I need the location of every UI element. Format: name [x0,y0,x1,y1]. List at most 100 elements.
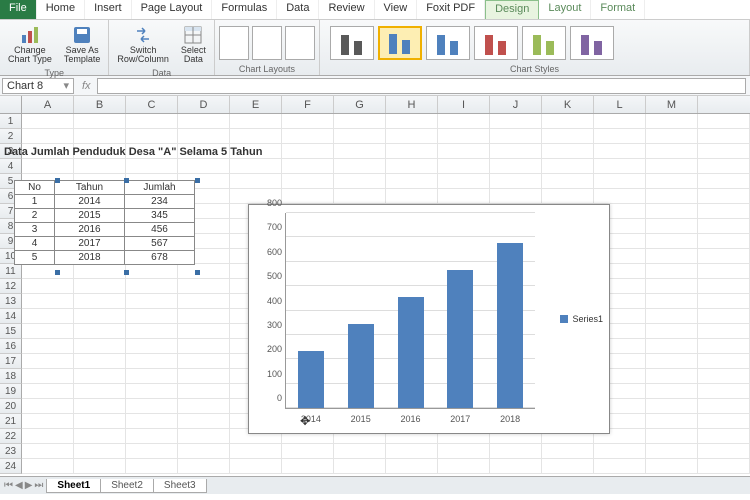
row-header-12[interactable]: 12 [0,279,22,294]
sheet-tab-sheet2[interactable]: Sheet2 [100,479,154,493]
data-table[interactable]: NoTahunJumlah 12014234220153453201645642… [14,180,195,265]
sheet-tab-sheet1[interactable]: Sheet1 [46,479,101,493]
row-header-23[interactable]: 23 [0,444,22,459]
row-header-16[interactable]: 16 [0,339,22,354]
col-header-B[interactable]: B [74,96,126,113]
embedded-chart[interactable]: 0100200300400500600700800201420152016201… [248,204,610,434]
row-header-11[interactable]: 11 [0,264,22,279]
sheet-tab-sheet3[interactable]: Sheet3 [153,479,207,493]
table-header[interactable]: Tahun [55,181,125,195]
chart-bar[interactable] [298,351,324,408]
col-header-C[interactable]: C [126,96,178,113]
chart-bar[interactable] [348,324,374,408]
row-header-19[interactable]: 19 [0,384,22,399]
table-cell[interactable]: 1 [15,195,55,209]
name-box[interactable]: Chart 8▾ [2,78,74,94]
table-cell[interactable]: 2014 [55,195,125,209]
chart-bar[interactable] [398,297,424,408]
chart-layout-3[interactable] [285,26,315,60]
chart-style-1[interactable] [330,26,374,60]
col-header-L[interactable]: L [594,96,646,113]
row-header-20[interactable]: 20 [0,399,22,414]
ribbon-tab-file[interactable]: File [0,0,37,19]
row-header-24[interactable]: 24 [0,459,22,474]
col-header-F[interactable]: F [282,96,334,113]
selection-handle[interactable] [195,270,200,275]
table-row[interactable]: 42017567 [15,237,195,251]
ribbon-tab-layout[interactable]: Layout [539,0,591,19]
select-data-button[interactable]: Select Data [177,22,210,67]
ribbon-tab-design[interactable]: Design [485,0,539,19]
chart-layout-2[interactable] [252,26,282,60]
row-header-13[interactable]: 13 [0,294,22,309]
ribbon-tab-home[interactable]: Home [37,0,85,19]
ribbon-tab-formulas[interactable]: Formulas [212,0,277,19]
chart-layout-1[interactable] [219,26,249,60]
col-header-M[interactable]: M [646,96,698,113]
table-row[interactable]: 52018678 [15,251,195,265]
table-cell[interactable]: 2017 [55,237,125,251]
chart-bar[interactable] [497,243,523,408]
row-header-21[interactable]: 21 [0,414,22,429]
table-cell[interactable]: 456 [125,223,195,237]
row-header-2[interactable]: 2 [0,129,22,144]
change-chart-type-button[interactable]: Change Chart Type [4,22,56,67]
table-cell[interactable]: 234 [125,195,195,209]
col-header-G[interactable]: G [334,96,386,113]
select-all-corner[interactable] [0,96,22,113]
selection-handle[interactable] [55,270,60,275]
chart-plot-area[interactable]: 0100200300400500600700800201420152016201… [285,213,535,409]
row-header-15[interactable]: 15 [0,324,22,339]
table-header[interactable]: Jumlah [125,181,195,195]
selection-handle[interactable] [124,270,129,275]
chart-legend[interactable]: Series1 [560,314,603,324]
row-header-4[interactable]: 4 [0,159,22,174]
chart-bar[interactable] [447,270,473,408]
chart-style-3[interactable] [426,26,470,60]
selection-handle[interactable] [55,178,60,183]
table-row[interactable]: 12014234 [15,195,195,209]
row-header-17[interactable]: 17 [0,354,22,369]
formula-bar[interactable] [97,78,746,94]
ribbon-tab-data[interactable]: Data [277,0,319,19]
table-row[interactable]: 32016456 [15,223,195,237]
ribbon-tab-review[interactable]: Review [319,0,374,19]
col-header-A[interactable]: A [22,96,74,113]
table-cell[interactable]: 678 [125,251,195,265]
table-cell[interactable]: 2016 [55,223,125,237]
chart-style-5[interactable] [522,26,566,60]
table-cell[interactable]: 2015 [55,209,125,223]
col-header-D[interactable]: D [178,96,230,113]
sheet-nav[interactable]: ⏮◀▶⏭ [0,480,47,491]
col-header-I[interactable]: I [438,96,490,113]
table-cell[interactable]: 2018 [55,251,125,265]
table-cell[interactable]: 2 [15,209,55,223]
selection-handle[interactable] [124,178,129,183]
ribbon-tab-foxit-pdf[interactable]: Foxit PDF [417,0,485,19]
col-header-J[interactable]: J [490,96,542,113]
chart-style-2[interactable] [378,26,422,60]
col-header-H[interactable]: H [386,96,438,113]
chart-style-6[interactable] [570,26,614,60]
row-header-18[interactable]: 18 [0,369,22,384]
ribbon-tab-page-layout[interactable]: Page Layout [132,0,213,19]
save-template-button[interactable]: Save As Template [60,22,105,67]
ribbon-tab-insert[interactable]: Insert [85,0,132,19]
worksheet-grid[interactable]: 123456789101112131415161718192021222324D… [0,114,750,474]
chart-style-4[interactable] [474,26,518,60]
col-header-K[interactable]: K [542,96,594,113]
table-cell[interactable]: 3 [15,223,55,237]
ribbon-tab-view[interactable]: View [375,0,418,19]
fx-icon[interactable]: fx [76,80,97,92]
table-header[interactable]: No [15,181,55,195]
table-row[interactable]: 22015345 [15,209,195,223]
table-cell[interactable]: 567 [125,237,195,251]
table-cell[interactable]: 5 [15,251,55,265]
table-cell[interactable]: 4 [15,237,55,251]
table-cell[interactable]: 345 [125,209,195,223]
col-header-E[interactable]: E [230,96,282,113]
ribbon-tab-format[interactable]: Format [591,0,645,19]
row-header-22[interactable]: 22 [0,429,22,444]
switch-row-column-button[interactable]: Switch Row/Column [113,22,173,67]
row-header-1[interactable]: 1 [0,114,22,129]
